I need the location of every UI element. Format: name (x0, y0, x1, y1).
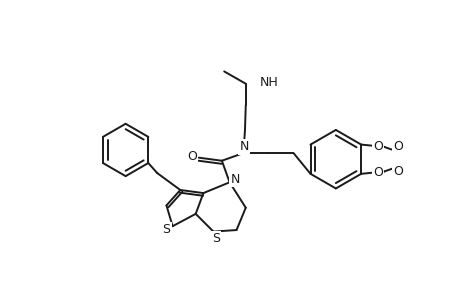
Text: NH: NH (259, 76, 278, 89)
Text: O: O (186, 150, 196, 163)
Text: N: N (230, 173, 239, 186)
Text: O: O (392, 165, 402, 178)
Text: S: S (162, 223, 170, 236)
Text: O: O (392, 140, 402, 153)
Text: O: O (372, 140, 382, 153)
Text: N: N (239, 140, 248, 153)
Text: O: O (372, 166, 382, 179)
Text: S: S (211, 232, 219, 245)
